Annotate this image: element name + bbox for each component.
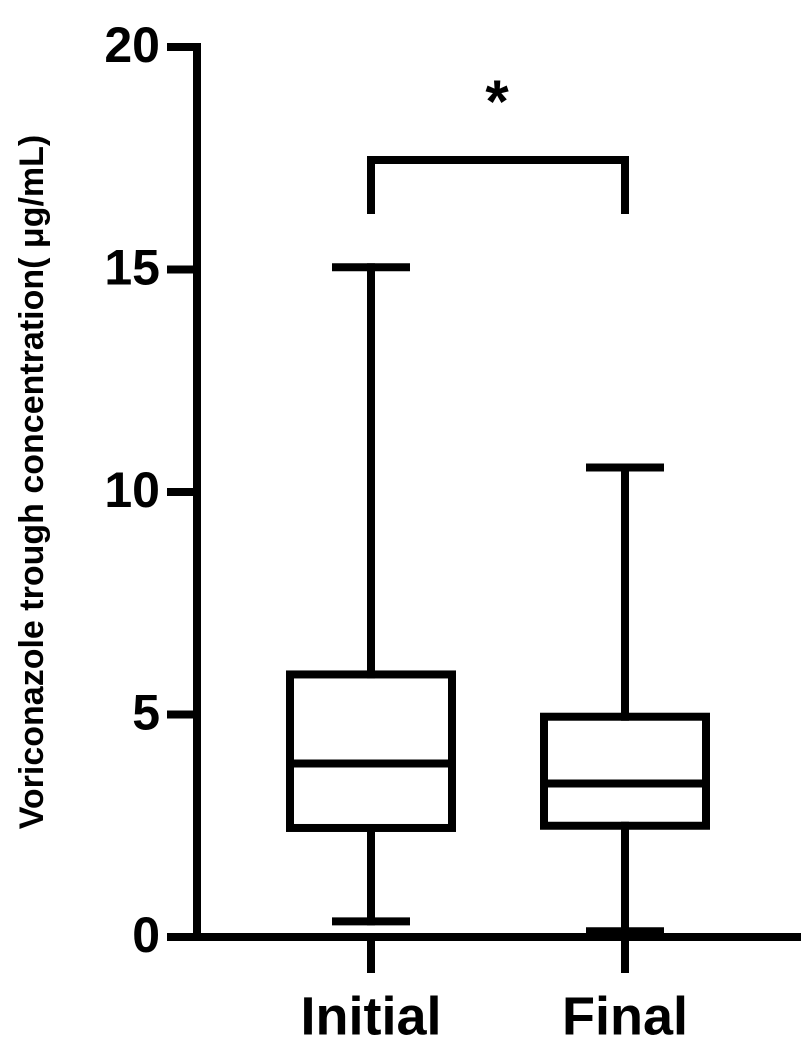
x-tick-label: Initial <box>300 986 441 1046</box>
y-tick-label: 5 <box>132 685 160 741</box>
y-tick-label: 20 <box>104 17 160 73</box>
y-tick-label: 10 <box>104 462 160 518</box>
x-tick-label: Final <box>562 986 688 1046</box>
y-axis-title: Voriconazole trough concentration( μg/mL… <box>13 135 51 830</box>
significance-bracket <box>367 156 629 214</box>
y-tick-label: 15 <box>104 240 160 296</box>
significance-label: * <box>485 68 509 135</box>
box <box>286 670 456 832</box>
box <box>540 712 710 830</box>
y-tick-label: 0 <box>132 907 160 963</box>
